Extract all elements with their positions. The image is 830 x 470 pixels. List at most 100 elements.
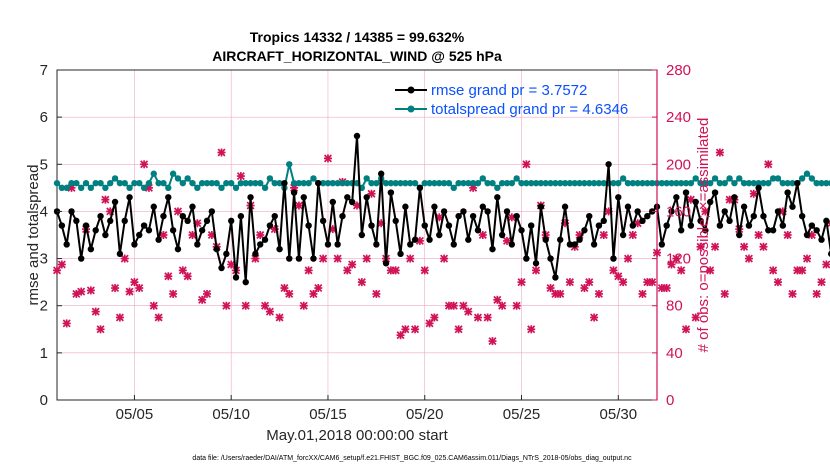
rmse-point <box>232 274 240 281</box>
spread-point <box>789 179 796 187</box>
spread-point <box>455 179 462 187</box>
obs-assimilated-marker <box>619 278 628 287</box>
obs-assimilated-marker <box>701 207 710 216</box>
spread-point <box>644 179 651 187</box>
rmse-point <box>276 245 283 253</box>
rmse-point <box>310 255 317 262</box>
obs-assimilated-marker <box>440 254 449 263</box>
data-file-footnote: data file: /Users/raeder/DAI/ATM_forcXX/… <box>192 455 632 462</box>
spread-point <box>668 179 675 187</box>
obs-assimilated-marker <box>265 307 274 316</box>
x-tick-label: 05/20 <box>406 406 444 423</box>
rmse-point <box>721 208 728 215</box>
rmse-point <box>760 212 767 220</box>
rmse-point <box>823 217 830 225</box>
y-tick-label: 3 <box>40 251 48 268</box>
spread-point <box>227 179 235 187</box>
obs-assimilated-marker <box>241 301 250 310</box>
rmse-point <box>474 227 482 234</box>
obs-assimilated-marker <box>169 289 178 298</box>
rmse-point <box>527 222 535 229</box>
rmse-point <box>571 241 578 248</box>
obs-assimilated-marker <box>251 254 260 263</box>
obs-layer <box>52 148 830 346</box>
spread-point <box>465 179 472 187</box>
rmse-point <box>334 241 341 248</box>
spread-point <box>111 175 119 182</box>
spread-point <box>648 179 656 187</box>
rmse-point <box>711 189 719 196</box>
rmse-point <box>150 203 157 210</box>
legend-rmse-label: rmse grand pr = 3.7572 <box>431 82 587 99</box>
obs-assimilated-marker <box>759 242 768 251</box>
rmse-point <box>726 217 733 225</box>
y-right-tick-label: 80 <box>666 298 683 315</box>
rmse-point <box>402 203 409 210</box>
rmse-point <box>644 212 651 220</box>
obs-assimilated-marker <box>473 313 482 322</box>
rmse-point <box>576 236 583 243</box>
rmse-point <box>687 222 695 229</box>
rmse-point <box>808 222 816 229</box>
obs-assimilated-marker <box>101 195 110 204</box>
spread-point <box>145 179 153 187</box>
y-tick-label: 1 <box>40 345 48 362</box>
spread-point <box>750 179 757 187</box>
obs-assimilated-marker <box>812 289 821 298</box>
rmse-point <box>489 245 496 253</box>
obs-assimilated-marker <box>420 266 429 275</box>
obs-assimilated-marker <box>294 201 303 210</box>
spread-point <box>581 179 588 187</box>
rmse-point <box>547 255 554 262</box>
rmse-point <box>160 212 167 220</box>
spread-point <box>295 179 303 187</box>
obs-assimilated-marker <box>565 278 574 287</box>
obs-assimilated-marker <box>111 284 120 293</box>
rmse-point <box>716 222 724 229</box>
obs-assimilated-marker <box>236 172 245 181</box>
obs-assimilated-marker <box>580 284 589 293</box>
spread-point <box>194 184 201 192</box>
spread-point <box>252 179 259 187</box>
rmse-point <box>750 212 757 220</box>
rmse-point <box>271 212 278 220</box>
spread-point <box>387 179 395 187</box>
rmse-point <box>339 212 346 220</box>
spread-point <box>179 179 187 187</box>
spread-point <box>329 179 337 187</box>
rmse-point <box>455 212 462 220</box>
rmse-point <box>813 227 820 234</box>
spread-point <box>479 175 487 182</box>
spread-point <box>232 184 240 192</box>
rmse-point <box>382 260 390 267</box>
y-axis-left: 0 1 2 3 4 5 6 7 <box>40 62 62 409</box>
obs-assimilated-marker <box>256 230 265 240</box>
spread-point <box>266 175 274 182</box>
spread-point <box>339 179 346 187</box>
rmse-point <box>387 189 395 196</box>
rmse-point <box>595 222 603 229</box>
spread-point <box>184 175 191 182</box>
obs-assimilated-marker <box>478 230 487 240</box>
spread-point <box>136 179 143 187</box>
spread-point <box>615 179 622 187</box>
spread-point <box>610 179 617 187</box>
spread-series <box>53 161 830 192</box>
spread-point <box>107 179 114 187</box>
rmse-point <box>145 227 153 234</box>
obs-assimilated-marker <box>764 160 773 169</box>
x-tick-label: 05/15 <box>309 406 347 423</box>
spread-point <box>155 179 162 187</box>
spread-point <box>716 179 724 187</box>
rmse-point <box>213 245 220 253</box>
obs-assimilated-marker <box>164 272 173 281</box>
rmse-point <box>179 212 187 220</box>
rmse-point <box>436 231 443 239</box>
spread-point <box>692 175 699 182</box>
obs-assimilated-marker <box>115 313 124 322</box>
obs-assimilated-marker <box>314 284 323 293</box>
rmse-point <box>542 236 549 243</box>
y-right-tick-label: 0 <box>666 392 674 409</box>
chart-title-line1: Tropics 14332 / 14385 = 99.632% <box>250 29 465 45</box>
obs-assimilated-marker <box>754 230 763 240</box>
